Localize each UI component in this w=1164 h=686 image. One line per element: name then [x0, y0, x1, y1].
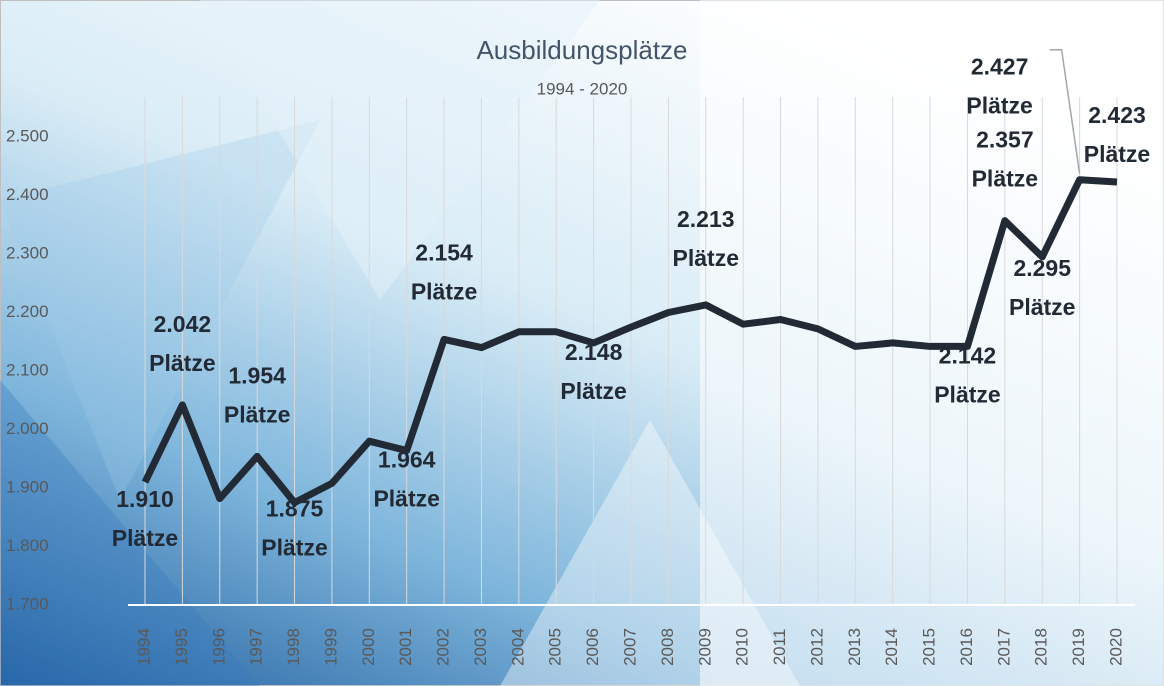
y-tick-label: 1.700 — [6, 594, 49, 613]
y-tick-label: 2.200 — [6, 302, 49, 321]
data-label: 1.875 Plätze — [261, 496, 327, 561]
x-tick-label: 2011 — [770, 629, 789, 666]
y-tick-label: 2.300 — [6, 243, 49, 262]
line — [141, 176, 1118, 507]
x-tick-label: 1995 — [172, 628, 191, 666]
data-label: 2.295 Plätze — [1009, 255, 1075, 320]
y-tick-label: 2.000 — [6, 419, 49, 438]
x-tick-label: 2014 — [882, 628, 901, 666]
x-tick-label: 2012 — [807, 628, 826, 666]
data-label: 2.357 Plätze — [972, 127, 1038, 192]
y-tick-label: 2.100 — [6, 360, 49, 379]
x-tick-label: 1994 — [134, 628, 153, 666]
x-tick-label: 2002 — [434, 628, 453, 666]
chart-subtitle: 1994 - 2020 — [537, 79, 628, 98]
data-label: 2.154 Plätze — [411, 239, 477, 304]
decor — [0, 380, 260, 686]
x-tick-label: 2001 — [396, 628, 415, 666]
data-label: 1.910 Plätze — [112, 486, 178, 551]
data-label: 2.148 Plätze — [560, 339, 626, 404]
decor — [200, 0, 600, 300]
data-label: 2.042 Plätze — [149, 311, 215, 376]
x-tick-label: 2008 — [658, 628, 677, 666]
x-tick-label: 1998 — [284, 628, 303, 666]
chart-title: Ausbildungsplätze — [476, 35, 687, 65]
x-tick-label: 2015 — [920, 628, 939, 666]
x-tick-label: 2009 — [695, 628, 714, 666]
data-label: 2.423 Plätze — [1084, 102, 1150, 167]
y-tick-label: 2.400 — [6, 185, 49, 204]
data-label: 2.142 Plätze — [934, 343, 1000, 408]
x-tick-label: 2004 — [508, 628, 527, 666]
y-tick-label: 1.800 — [6, 536, 49, 555]
y-tick-label: 2.500 — [6, 126, 49, 145]
decor — [0, 120, 320, 500]
data-label: 1.964 Plätze — [373, 447, 439, 512]
x-tick-label: 2013 — [845, 628, 864, 666]
x-tick-label: 2003 — [471, 628, 490, 666]
x-tick-label: 2005 — [546, 628, 565, 666]
x-tick-label: 2020 — [1106, 628, 1125, 666]
data-label: 1.954 Plätze — [224, 362, 290, 427]
x-tick-label: 2016 — [957, 628, 976, 666]
x-tick-label: 2010 — [733, 628, 752, 666]
x-tick-label: 2019 — [1069, 628, 1088, 666]
data-label: 2.213 Plätze — [673, 206, 739, 271]
x-tick-label: 2018 — [1032, 628, 1051, 666]
x-tick-label: 2017 — [994, 628, 1013, 666]
x-tick-label: 1996 — [209, 628, 228, 666]
leader-line — [1049, 48, 1081, 174]
y-tick-label: 1.900 — [6, 477, 49, 496]
x-tick-label: 2000 — [359, 628, 378, 666]
x-tick-label: 1999 — [321, 628, 340, 666]
x-tick-label: 1997 — [247, 628, 266, 666]
data-label: 2.427 Plätze — [966, 54, 1032, 119]
x-tick-label: 2006 — [583, 628, 602, 666]
x-tick-label: 2007 — [620, 628, 639, 666]
